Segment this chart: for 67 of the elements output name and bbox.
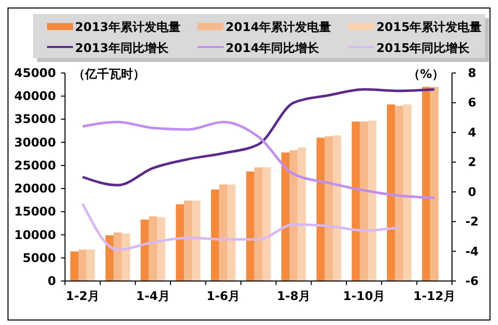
- bar: [70, 251, 78, 281]
- bar: [148, 216, 158, 281]
- bar: [352, 122, 360, 281]
- bar: [368, 120, 376, 281]
- bar: [227, 184, 236, 281]
- bar: [290, 150, 298, 281]
- bar: [430, 86, 439, 281]
- bar: [332, 135, 342, 281]
- y-tick-label: 45000: [14, 66, 56, 80]
- bar: [219, 184, 228, 281]
- bar: [360, 122, 368, 281]
- line-series: [81, 202, 400, 252]
- y2-axis-title: （%）: [408, 67, 444, 81]
- y2-tick-label: -2: [465, 214, 479, 229]
- bar: [395, 106, 404, 281]
- y-tick-label: 25000: [14, 158, 56, 172]
- bar: [246, 171, 254, 281]
- bar: [324, 136, 333, 281]
- bar: [105, 235, 114, 281]
- y2-tick-label: 8: [468, 66, 476, 80]
- x-tick-label: 1-2月: [66, 289, 100, 303]
- bar: [86, 250, 95, 281]
- x-tick-label: 1-12月: [413, 289, 456, 303]
- legend-label: 2014年同比增长: [226, 41, 320, 55]
- bar: [422, 86, 430, 281]
- line-series: [81, 88, 436, 186]
- bar: [281, 152, 290, 281]
- y2-tick-label: 0: [468, 184, 476, 199]
- legend-label: 2013年累计发电量: [75, 20, 180, 34]
- legend-label: 2015年累计发电量: [376, 20, 482, 34]
- legend-label: 2015年同比增长: [376, 41, 471, 55]
- x-tick-label: 1-10月: [343, 289, 386, 303]
- y-tick-label: 30000: [14, 135, 56, 150]
- y-tick-label: 0: [48, 274, 56, 288]
- bar: [192, 200, 200, 281]
- bar: [114, 232, 122, 281]
- y2-tick-label: -4: [465, 244, 479, 258]
- bar: [157, 217, 166, 281]
- bar: [316, 138, 325, 281]
- bar: [184, 200, 192, 281]
- x-tick-label: 1-4月: [136, 289, 170, 303]
- y-tick-label: 15000: [14, 204, 56, 219]
- bar: [298, 147, 306, 281]
- y-tick-label: 35000: [14, 112, 56, 126]
- bar: [254, 167, 263, 281]
- y-tick-label: 5000: [22, 250, 56, 265]
- y2-tick-label: 4: [468, 125, 476, 140]
- y2-tick-label: -6: [465, 274, 479, 288]
- y-tick-label: 40000: [14, 89, 56, 104]
- bar: [211, 189, 220, 281]
- y2-tick-label: 6: [468, 96, 476, 110]
- x-tick-label: 1-8月: [276, 289, 311, 303]
- y-tick-label: 10000: [14, 228, 56, 242]
- y2-tick-label: 2: [468, 155, 476, 170]
- y-axis-title: （亿千瓦时）: [73, 67, 145, 81]
- line-series: [81, 120, 436, 200]
- y-tick-label: 20000: [14, 182, 56, 196]
- x-tick-label: 1-6月: [206, 289, 240, 303]
- bar: [140, 220, 149, 281]
- bar: [176, 204, 184, 281]
- legend-label: 2013年同比增长: [75, 41, 170, 55]
- bar: [403, 104, 412, 281]
- bar: [262, 167, 271, 281]
- legend-label: 2014年累计发电量: [226, 20, 332, 34]
- bar: [122, 233, 130, 281]
- bar: [78, 250, 87, 281]
- bar: [386, 104, 396, 281]
